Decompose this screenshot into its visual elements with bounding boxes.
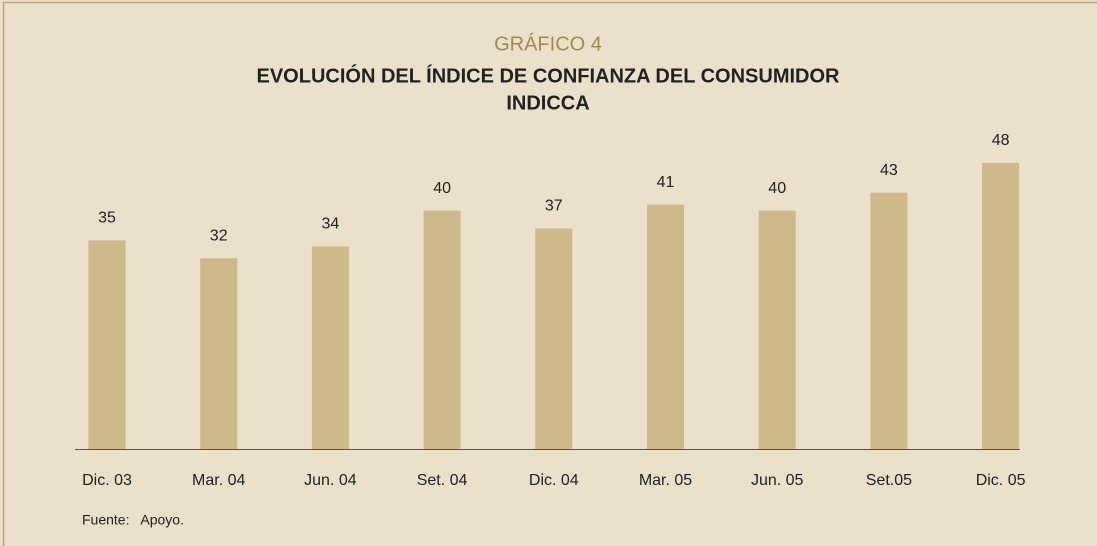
value-label: 37 [545,198,563,215]
value-label: 35 [98,210,116,227]
x-tick-label: Dic. 04 [529,472,579,489]
source: Fuente: Apoyo. [82,512,184,528]
value-label: 41 [657,174,675,191]
bar [647,204,684,449]
value-label: 43 [880,162,898,179]
value-label: 48 [992,132,1010,149]
value-label: 40 [433,180,451,197]
x-tick-label: Dic. 05 [976,472,1026,489]
chart-supertitle: GRÁFICO 4 [494,32,602,55]
value-label: 40 [768,180,786,197]
bar [88,240,126,449]
chart-title: EVOLUCIÓN DEL ÍNDICE DE CONFIANZA DEL CO… [257,63,841,87]
bar [982,162,1020,450]
value-label: 32 [210,227,228,244]
bar [870,192,908,449]
x-tick-label: Dic. 03 [82,472,132,489]
bar [423,210,461,449]
x-tick-label: Jun. 05 [751,472,804,489]
x-tick-label: Set.05 [866,472,912,489]
bar [758,210,796,449]
x-tick-label: Set. 04 [417,472,468,489]
x-tick-label: Mar. 04 [192,472,245,489]
bar [200,258,238,449]
bar [535,228,573,449]
bar [311,246,349,449]
x-tick-label: Mar. 05 [639,472,692,489]
value-label: 34 [322,216,340,233]
x-tick-label: Jun. 04 [304,472,357,489]
chart-title: INDICCA [506,92,589,114]
